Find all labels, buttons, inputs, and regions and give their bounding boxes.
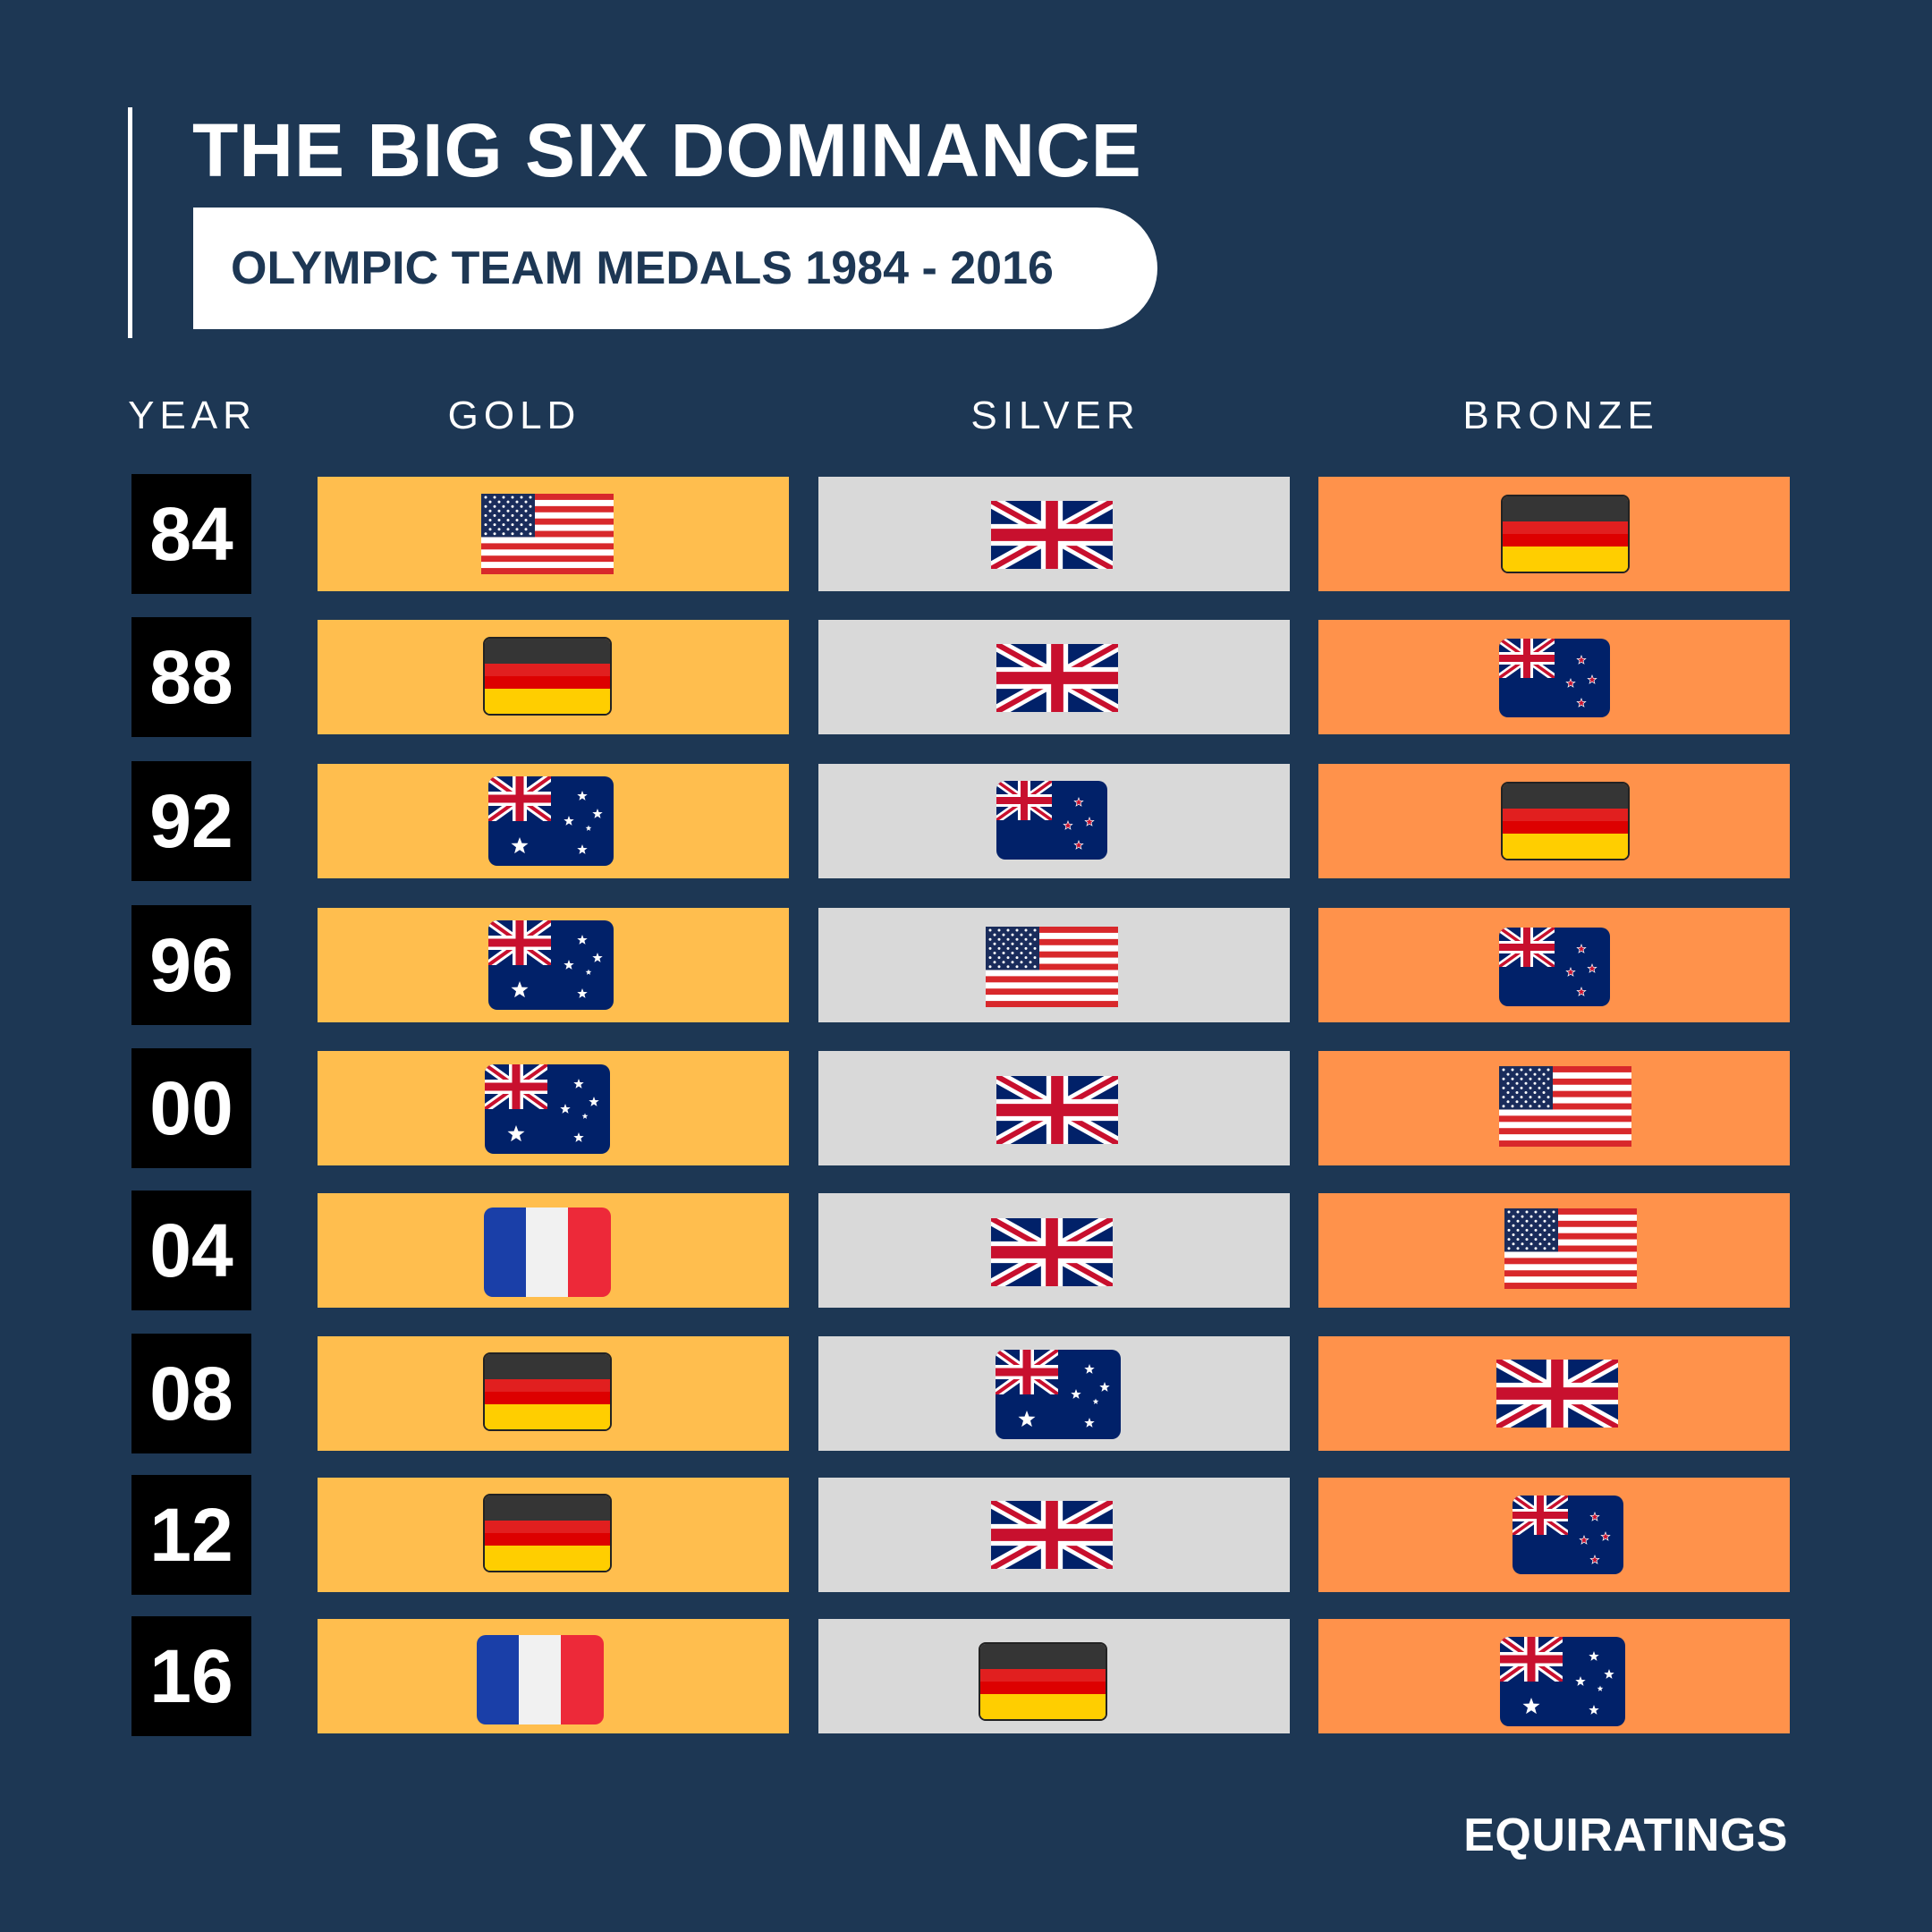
silver-cell [818,477,1290,591]
gold-cell [318,1619,789,1733]
gold-cell [318,477,789,591]
usa-flag-icon [480,494,614,574]
year-label: 04 [131,1191,251,1310]
year-label: 12 [131,1475,251,1595]
silver-cell [818,620,1290,734]
germany-flag-icon [1500,495,1630,573]
year-label: 84 [131,474,251,594]
usa-flag-icon [985,927,1118,1007]
great-britain-flag-icon [990,501,1113,569]
australia-flag-icon [1499,1637,1625,1726]
bronze-cell [1318,1193,1790,1308]
australia-flag-icon [487,776,614,866]
gold-cell [318,764,789,878]
germany-flag-icon [482,1352,612,1431]
bronze-cell [1318,477,1790,591]
australia-flag-icon [995,1350,1121,1439]
bronze-cell [1318,764,1790,878]
germany-flag-icon [978,1642,1107,1721]
france-flag-icon [483,1208,611,1297]
gold-cell [318,620,789,734]
silver-cell [818,1193,1290,1308]
new-zealand-flag-icon [996,781,1107,860]
header-bronze: BRONZE [1462,394,1659,437]
silver-cell [818,908,1290,1022]
great-britain-flag-icon [996,1076,1118,1144]
gold-cell [318,908,789,1022]
header-silver: SILVER [970,394,1140,437]
year-label: 92 [131,761,251,881]
usa-flag-icon [1504,1208,1637,1289]
germany-flag-icon [1500,782,1630,860]
germany-flag-icon [482,637,612,716]
great-britain-flag-icon [996,644,1118,712]
bronze-cell [1318,1619,1790,1733]
great-britain-flag-icon [1496,1360,1618,1428]
silver-cell [818,764,1290,878]
germany-flag-icon [482,1494,612,1572]
page-subtitle: OLYMPIC TEAM MEDALS 1984 - 2016 [231,242,1054,294]
great-britain-flag-icon [990,1218,1113,1286]
silver-cell [818,1336,1290,1451]
france-flag-icon [476,1635,604,1724]
bronze-cell [1318,620,1790,734]
silver-cell [818,1051,1290,1165]
bronze-cell [1318,1336,1790,1451]
great-britain-flag-icon [990,1501,1113,1569]
year-label: 88 [131,617,251,737]
header-gold: GOLD [447,394,581,437]
bronze-cell [1318,1478,1790,1592]
title-accent-line [128,107,132,338]
gold-cell [318,1336,789,1451]
header-year: YEAR [128,394,257,437]
new-zealand-flag-icon [1498,928,1610,1006]
subtitle-banner: OLYMPIC TEAM MEDALS 1984 - 2016 [193,208,1157,329]
gold-cell [318,1051,789,1165]
gold-cell [318,1478,789,1592]
silver-cell [818,1478,1290,1592]
year-label: 00 [131,1048,251,1168]
bronze-cell [1318,908,1790,1022]
silver-cell [818,1619,1290,1733]
year-label: 96 [131,905,251,1025]
gold-cell [318,1193,789,1308]
new-zealand-flag-icon [1512,1496,1623,1574]
usa-flag-icon [1498,1066,1631,1147]
brand-logo: EQUIRATINGS [1463,1809,1788,1861]
new-zealand-flag-icon [1498,639,1610,717]
bronze-cell [1318,1051,1790,1165]
page-title: THE BIG SIX DOMINANCE [192,108,1142,192]
australia-flag-icon [487,920,614,1010]
australia-flag-icon [484,1064,610,1154]
year-label: 16 [131,1616,251,1736]
year-label: 08 [131,1334,251,1453]
